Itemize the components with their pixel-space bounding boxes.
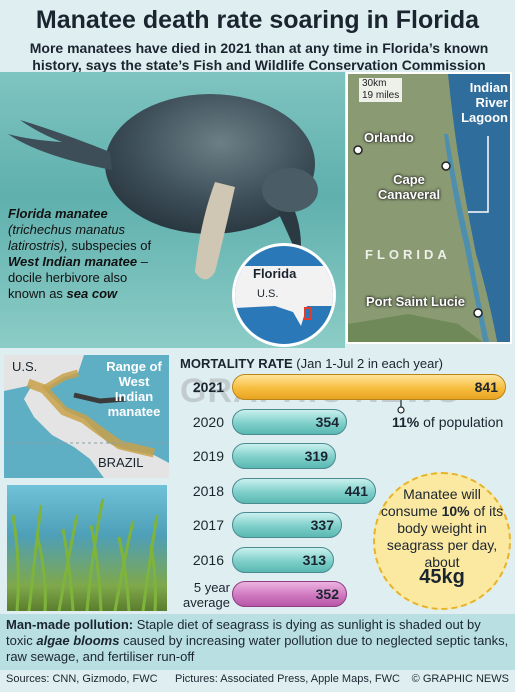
species-prefix: subspecies of — [71, 238, 152, 253]
city-label-cape-canaveral: Cape Canaveral — [377, 172, 441, 202]
copyright: © GRAPHIC NEWS — [411, 673, 509, 685]
species-name: Florida manatee — [8, 206, 108, 221]
consume-line1: Manatee will consume — [380, 486, 481, 519]
year-label-2019: 2019 — [192, 448, 224, 464]
species-latin: (trichechus manatus latirostris), — [8, 222, 126, 253]
city-marker-port-saint-lucie — [473, 308, 483, 318]
population-percent-note: 11% of population — [392, 414, 503, 430]
state-label: FLORIDA — [365, 247, 451, 262]
avg-line2: average — [183, 595, 230, 610]
map-markers — [353, 136, 489, 318]
bar-2016 — [232, 547, 334, 573]
pollution-lead: Man-made pollution: — [6, 617, 134, 632]
range-map: U.S. BRAZIL Range of West Indian manatee — [4, 355, 169, 478]
city-label-port-saint-lucie: Port Saint Lucie — [366, 294, 465, 309]
bar-value-2020: 354 — [315, 414, 339, 430]
bar-value-2021: 841 — [474, 379, 498, 395]
bar-value-2017: 337 — [310, 517, 334, 533]
pollution-text2: caused by increasing water pollution due… — [6, 633, 509, 664]
avg-line1: 5 year — [193, 580, 230, 595]
pct-text: of population — [423, 414, 504, 430]
city-label-orlando: Orlando — [364, 130, 414, 145]
bar-2020 — [232, 409, 347, 435]
consume-percent: 10% — [441, 503, 470, 519]
species-desc: – docile herbivore also known as — [8, 254, 148, 301]
city-marker-cape-canaveral — [441, 161, 451, 171]
range-title: Range of West Indian manatee — [106, 359, 162, 419]
year-label-2020: 2020 — [192, 414, 224, 430]
manatee-photo — [0, 72, 345, 348]
year-label-2018: 2018 — [192, 483, 224, 499]
pollution-note: Man-made pollution: Staple diet of seagr… — [0, 614, 515, 670]
species-parent: West Indian manatee — [8, 254, 138, 269]
bar-value-five-year-average: 352 — [315, 586, 339, 602]
inset-country: U.S. — [257, 288, 279, 300]
bar-2019 — [232, 443, 336, 469]
lagoon-label: Indian River Lagoon — [461, 80, 508, 125]
year-label-2017: 2017 — [192, 517, 224, 533]
sources: Sources: CNN, Gizmodo, FWC — [6, 673, 158, 685]
range-us-label: U.S. — [12, 359, 38, 374]
bar-2018 — [232, 478, 376, 504]
consume-line2: of its body weight in seagrass per day, … — [386, 503, 504, 570]
page-subtitle: More manatees have died in 2021 than at … — [29, 40, 489, 73]
seagrass-photo — [7, 485, 167, 611]
bar-five-year-average — [232, 581, 347, 607]
map-scale: 30km 19 miles — [359, 78, 403, 102]
bar-2021 — [232, 374, 506, 400]
consumption-amount: 45kg — [419, 566, 465, 588]
year-label-2016: 2016 — [192, 552, 224, 568]
range-brazil-label: BRAZIL — [98, 455, 144, 470]
inset-globe: Florida U.S. — [232, 243, 336, 347]
species-description: Florida manatee (trichechus manatus lati… — [8, 206, 158, 302]
bar-value-2018: 441 — [344, 483, 368, 499]
chart-title: MORTALITY RATE (Jan 1-Jul 2 in each year… — [180, 356, 443, 371]
chart-title-bold: MORTALITY RATE — [180, 356, 293, 371]
pollution-emphasis: algae blooms — [36, 633, 120, 648]
average-label: 5 year average — [178, 580, 230, 610]
scale-km: 30km — [362, 78, 387, 89]
chart-title-rest: (Jan 1-Jul 2 in each year) — [296, 356, 443, 371]
bar-value-2019: 319 — [304, 448, 328, 464]
picture-credits: Pictures: Associated Press, Apple Maps, … — [175, 673, 400, 685]
page-title: Manatee death rate soaring in Florida — [35, 6, 480, 34]
inset-title: Florida — [253, 266, 297, 281]
scale-miles: 19 miles — [362, 90, 400, 101]
pollution-text1: Staple diet of seagrass is dying as sunl… — [6, 617, 481, 648]
city-marker-orlando — [353, 145, 363, 155]
year-label-2021: 2021 — [192, 379, 224, 395]
pct-value: 11% — [392, 414, 420, 430]
florida-map — [346, 72, 512, 344]
bar-value-2016: 313 — [302, 552, 326, 568]
consumption-text: Manatee will consume 10% of its body wei… — [380, 486, 504, 571]
bar-2017 — [232, 512, 342, 538]
species-alias: sea cow — [66, 286, 118, 301]
consumption-circle — [373, 472, 511, 610]
